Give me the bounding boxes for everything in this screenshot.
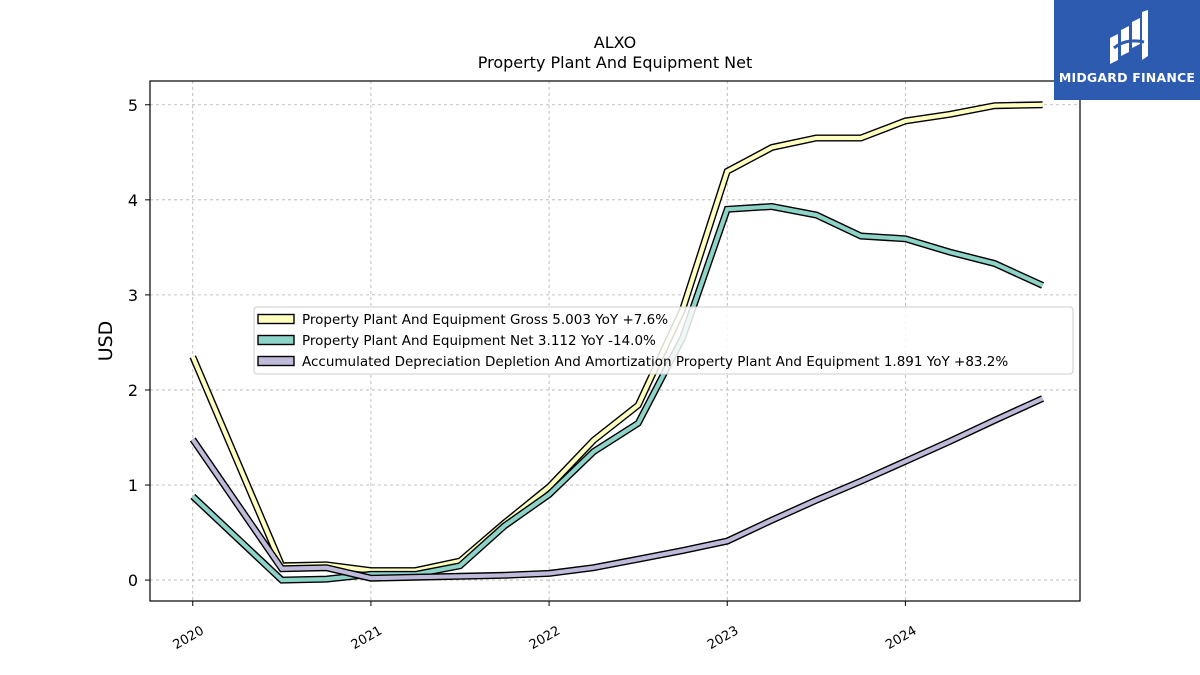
x-tick-label: 2024 [883,623,919,653]
legend-swatch [257,334,295,346]
y-tick-label: 5 [128,96,138,115]
x-tick-label: 2020 [171,623,207,653]
series-line-fill [191,396,1044,581]
x-tick-label: 2021 [349,623,385,653]
brand-mark-icon [1110,10,1148,64]
plot-frame [149,80,1081,602]
legend-entry-label: Property Plant And Equipment Net 3.112 Y… [302,333,656,349]
legend-swatch [257,355,295,367]
series-line-fill [191,204,1044,583]
series-line-fill [190,102,1043,573]
legend-swatch [257,313,295,325]
chart-title: ALXO Property Plant And Equipment Net [478,33,753,72]
y-axis-label: USD [95,321,117,362]
series-line [189,101,1043,575]
chart-title-ticker: ALXO [594,33,636,52]
brand-name: MIDGARD FINANCE [1058,70,1196,85]
series-line [189,395,1045,582]
chart-title-metric: Property Plant And Equipment Net [478,53,753,72]
y-tick-label: 2 [128,381,138,400]
x-tick-label: 2023 [705,623,741,653]
series-line [190,202,1045,584]
series-line-outline [190,202,1045,584]
y-tick-label: 3 [128,286,138,305]
legend: Property Plant And Equipment Gross 5.003… [253,306,1074,375]
x-tick-label: 2022 [527,623,563,653]
y-axis-ticks: 0 1 2 3 4 5 [128,96,150,590]
legend-box [253,306,1074,375]
series-lines [189,101,1045,584]
legend-entry-label: Accumulated Depreciation Depletion And A… [302,354,1008,370]
y-tick-label: 0 [128,571,138,590]
y-tick-label: 4 [128,191,138,210]
y-tick-label: 1 [128,476,138,495]
brand-logo: MIDGARD FINANCE [1054,0,1200,100]
legend-entry-label: Property Plant And Equipment Gross 5.003… [302,312,668,328]
x-axis-ticks: 2020 2021 2022 2023 2024 [171,601,919,653]
